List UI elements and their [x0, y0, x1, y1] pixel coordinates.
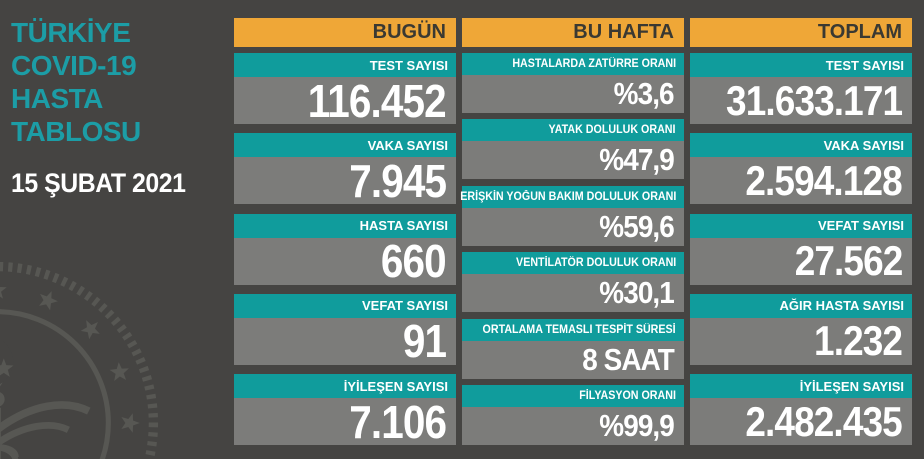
stat-agir-hasta-sayisi: AĞIR HASTA SAYISI 1.232 [690, 293, 912, 365]
stat-value: 91 [234, 315, 456, 367]
stat-filyasyon-orani: FİLYASYON ORANI %99,9 [462, 384, 684, 445]
stat-value: 7.945 [234, 155, 456, 207]
stat-label: FİLYASYON ORANI [462, 384, 684, 407]
stat-value: %59,6 [462, 207, 684, 246]
stat-vefat-sayisi: VEFAT SAYISI 91 [234, 293, 456, 367]
stat-label: AĞIR HASTA SAYISI [690, 293, 912, 318]
stat-label: VEFAT SAYISI [234, 293, 456, 318]
stat-value: %99,9 [462, 406, 684, 445]
stat-value: 8 SAAT [462, 340, 684, 379]
stat-iyilesen-sayisi: İYİLEŞEN SAYISI 7.106 [234, 374, 456, 448]
stat-eriskin-yogun-bakim-doluluk-orani: ERİŞKİN YOĞUN BAKIM DOLULUK ORANI %59,6 [460, 185, 684, 246]
stat-value: 1.232 [690, 317, 912, 365]
stat-value: %3,6 [462, 75, 684, 113]
column-header-bugun: BUGÜN [234, 18, 456, 47]
stat-yatak-doluluk-orani: YATAK DOLULUK ORANI %47,9 [462, 119, 684, 180]
stat-label: HASTA SAYISI [234, 213, 456, 238]
stat-label: İYİLEŞEN SAYISI [234, 374, 456, 398]
stats-board: BUGÜN TEST SAYISI 116.452 VAKA SAYISI 7.945 H… [234, 18, 912, 448]
stat-label: VEFAT SAYISI [690, 213, 912, 238]
column-header-bu-hafta: BU HAFTA [462, 18, 684, 47]
emblem-rope-ring [0, 261, 159, 459]
stat-value: 2.482.435 [690, 398, 912, 445]
stat-value: 2.594.128 [690, 157, 912, 205]
stat-label: TEST SAYISI [690, 53, 912, 77]
stat-value: 116.452 [234, 75, 456, 127]
stat-vaka-sayisi: VAKA SAYISI 2.594.128 [690, 133, 912, 205]
stat-label: VAKA SAYISI [234, 133, 456, 158]
stat-test-sayisi: TEST SAYISI 116.452 [234, 53, 456, 127]
stat-ortalama-temasli-tespit-suresi: ORTALAMA TEMASLI TESPİT SÜRESİ 8 SAAT [462, 318, 684, 379]
stats-list-bu-hafta: HASTALARDA ZATÜRRE ORANI %3,6 YATAK DOLULU… [460, 53, 684, 445]
crescent-and-star-icon [0, 339, 14, 387]
stat-label: İYİLEŞEN SAYISI [690, 374, 912, 398]
stat-label: VENTİLATÖR DOLULUK ORANI [462, 252, 684, 275]
emblem-inner-ring [0, 309, 111, 459]
stat-vaka-sayisi: VAKA SAYISI 7.945 [234, 133, 456, 207]
stat-label: YATAK DOLULUK ORANI [462, 119, 684, 142]
page-title: TÜRKİYE COVID-19 HASTA TABLOSU [11, 17, 141, 147]
stat-hasta-sayisi: HASTA SAYISI 660 [234, 213, 456, 287]
stat-label: VAKA SAYISI [690, 133, 912, 158]
health-ministry-emblem-icon [0, 261, 159, 459]
stat-iyilesen-sayisi: İYİLEŞEN SAYISI 2.482.435 [690, 374, 912, 445]
column-bugun: BUGÜN TEST SAYISI 116.452 VAKA SAYISI 7.945 H… [234, 18, 456, 448]
column-toplam: TOPLAM TEST SAYISI 31.633.171 VAKA SAYISI 2.… [690, 18, 912, 445]
stat-value: %47,9 [462, 141, 684, 180]
stats-list-toplam: TEST SAYISI 31.633.171 VAKA SAYISI 2.594.12… [690, 53, 912, 445]
stat-value: 31.633.171 [690, 77, 912, 124]
stat-value: %30,1 [462, 274, 684, 313]
stat-label: ERİŞKİN YOĞUN BAKIM DOLULUK ORANI [460, 185, 684, 208]
stat-label: HASTALARDA ZATÜRRE ORANI [462, 53, 684, 75]
column-header-toplam: TOPLAM [690, 18, 912, 47]
stat-value: 7.106 [234, 396, 456, 448]
caduceus-icon [0, 392, 91, 459]
stat-label: TEST SAYISI [234, 53, 456, 77]
stats-list-bugun: TEST SAYISI 116.452 VAKA SAYISI 7.945 HASTA … [234, 53, 456, 448]
stat-vefat-sayisi: VEFAT SAYISI 27.562 [690, 213, 912, 285]
stat-label: ORTALAMA TEMASLI TESPİT SÜRESİ [462, 318, 684, 341]
stat-ventilator-doluluk-orani: VENTİLATÖR DOLULUK ORANI %30,1 [462, 252, 684, 313]
stat-value: 27.562 [690, 237, 912, 285]
report-date: 15 ŞUBAT 2021 [11, 168, 186, 198]
stat-test-sayisi: TEST SAYISI 31.633.171 [690, 53, 912, 124]
column-bu-hafta: BU HAFTA HASTALARDA ZATÜRRE ORANI %3,6 YATA… [460, 18, 684, 445]
stat-value: 660 [234, 235, 456, 287]
stat-hastalarda-zaturre-orani: HASTALARDA ZATÜRRE ORANI %3,6 [462, 53, 684, 113]
